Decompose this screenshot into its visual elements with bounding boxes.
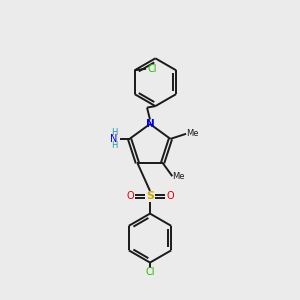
Text: N: N	[110, 134, 118, 144]
Text: Cl: Cl	[145, 267, 155, 277]
Text: Me: Me	[172, 172, 185, 181]
Text: S: S	[146, 191, 154, 201]
Text: Me: Me	[186, 129, 199, 138]
Text: H: H	[111, 141, 117, 150]
Text: O: O	[126, 191, 134, 201]
Text: O: O	[166, 191, 174, 201]
Text: H: H	[111, 128, 117, 137]
Text: N: N	[146, 119, 154, 129]
Text: Cl: Cl	[148, 64, 158, 74]
